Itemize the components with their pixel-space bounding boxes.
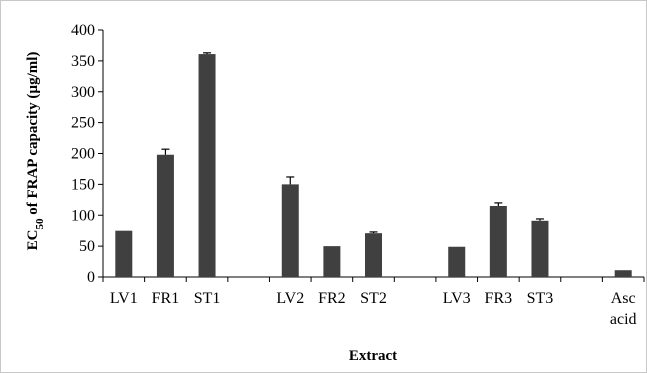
y-tick-label: 350 — [71, 53, 95, 70]
x-tick-label: ST3 — [527, 290, 554, 307]
bars — [115, 52, 632, 277]
y-tick-label: 50 — [79, 238, 95, 255]
y-tick-label: 0 — [87, 269, 95, 286]
x-tick-label: FR3 — [485, 290, 513, 307]
bar — [156, 154, 174, 277]
y-tick-label: 150 — [71, 176, 95, 193]
x-axis: LV1 FR1 ST1 LV2 FR2 ST2 LV3 FR3 ST3 Asc acid — [102, 276, 645, 328]
bar — [323, 246, 341, 277]
x-axis-title: Extract — [349, 348, 397, 364]
y-tick-label: 200 — [71, 146, 95, 163]
bar — [614, 270, 632, 277]
x-tick-label: Asc — [611, 290, 636, 307]
x-tick-label: ST1 — [194, 290, 221, 307]
bar — [198, 54, 216, 277]
bar — [115, 230, 133, 277]
bar — [489, 205, 507, 277]
y-axis-title: EC50 of FRAP capacity (µg/ml) — [25, 52, 46, 251]
y-tick-label: 300 — [71, 84, 95, 101]
x-tick-label: FR2 — [318, 290, 346, 307]
x-tick-label: LV3 — [443, 290, 471, 307]
x-tick-label: ST2 — [360, 290, 387, 307]
y-axis-title-suffix: of FRAP capacity (µg/ml) — [25, 52, 41, 219]
bar — [365, 233, 382, 277]
y-axis-title-prefix: EC — [25, 230, 41, 251]
y-axis: 0 50 100 150 200 250 300 350 400 — [71, 22, 104, 286]
y-tick-label: 250 — [71, 115, 95, 132]
svg-text:EC50 of FRAP capacity (µg/ml): EC50 of FRAP capacity (µg/ml) — [25, 52, 46, 251]
x-tick-label: FR1 — [152, 290, 180, 307]
bar — [448, 246, 466, 277]
bar — [531, 220, 549, 277]
x-tick-label: LV1 — [110, 290, 138, 307]
y-tick-label: 400 — [71, 22, 95, 39]
x-tick-label: acid — [610, 311, 637, 328]
y-axis-title-subscript: 50 — [34, 218, 46, 230]
x-tick-label: LV2 — [276, 290, 304, 307]
y-tick-label: 100 — [71, 207, 95, 224]
bar — [281, 184, 299, 277]
